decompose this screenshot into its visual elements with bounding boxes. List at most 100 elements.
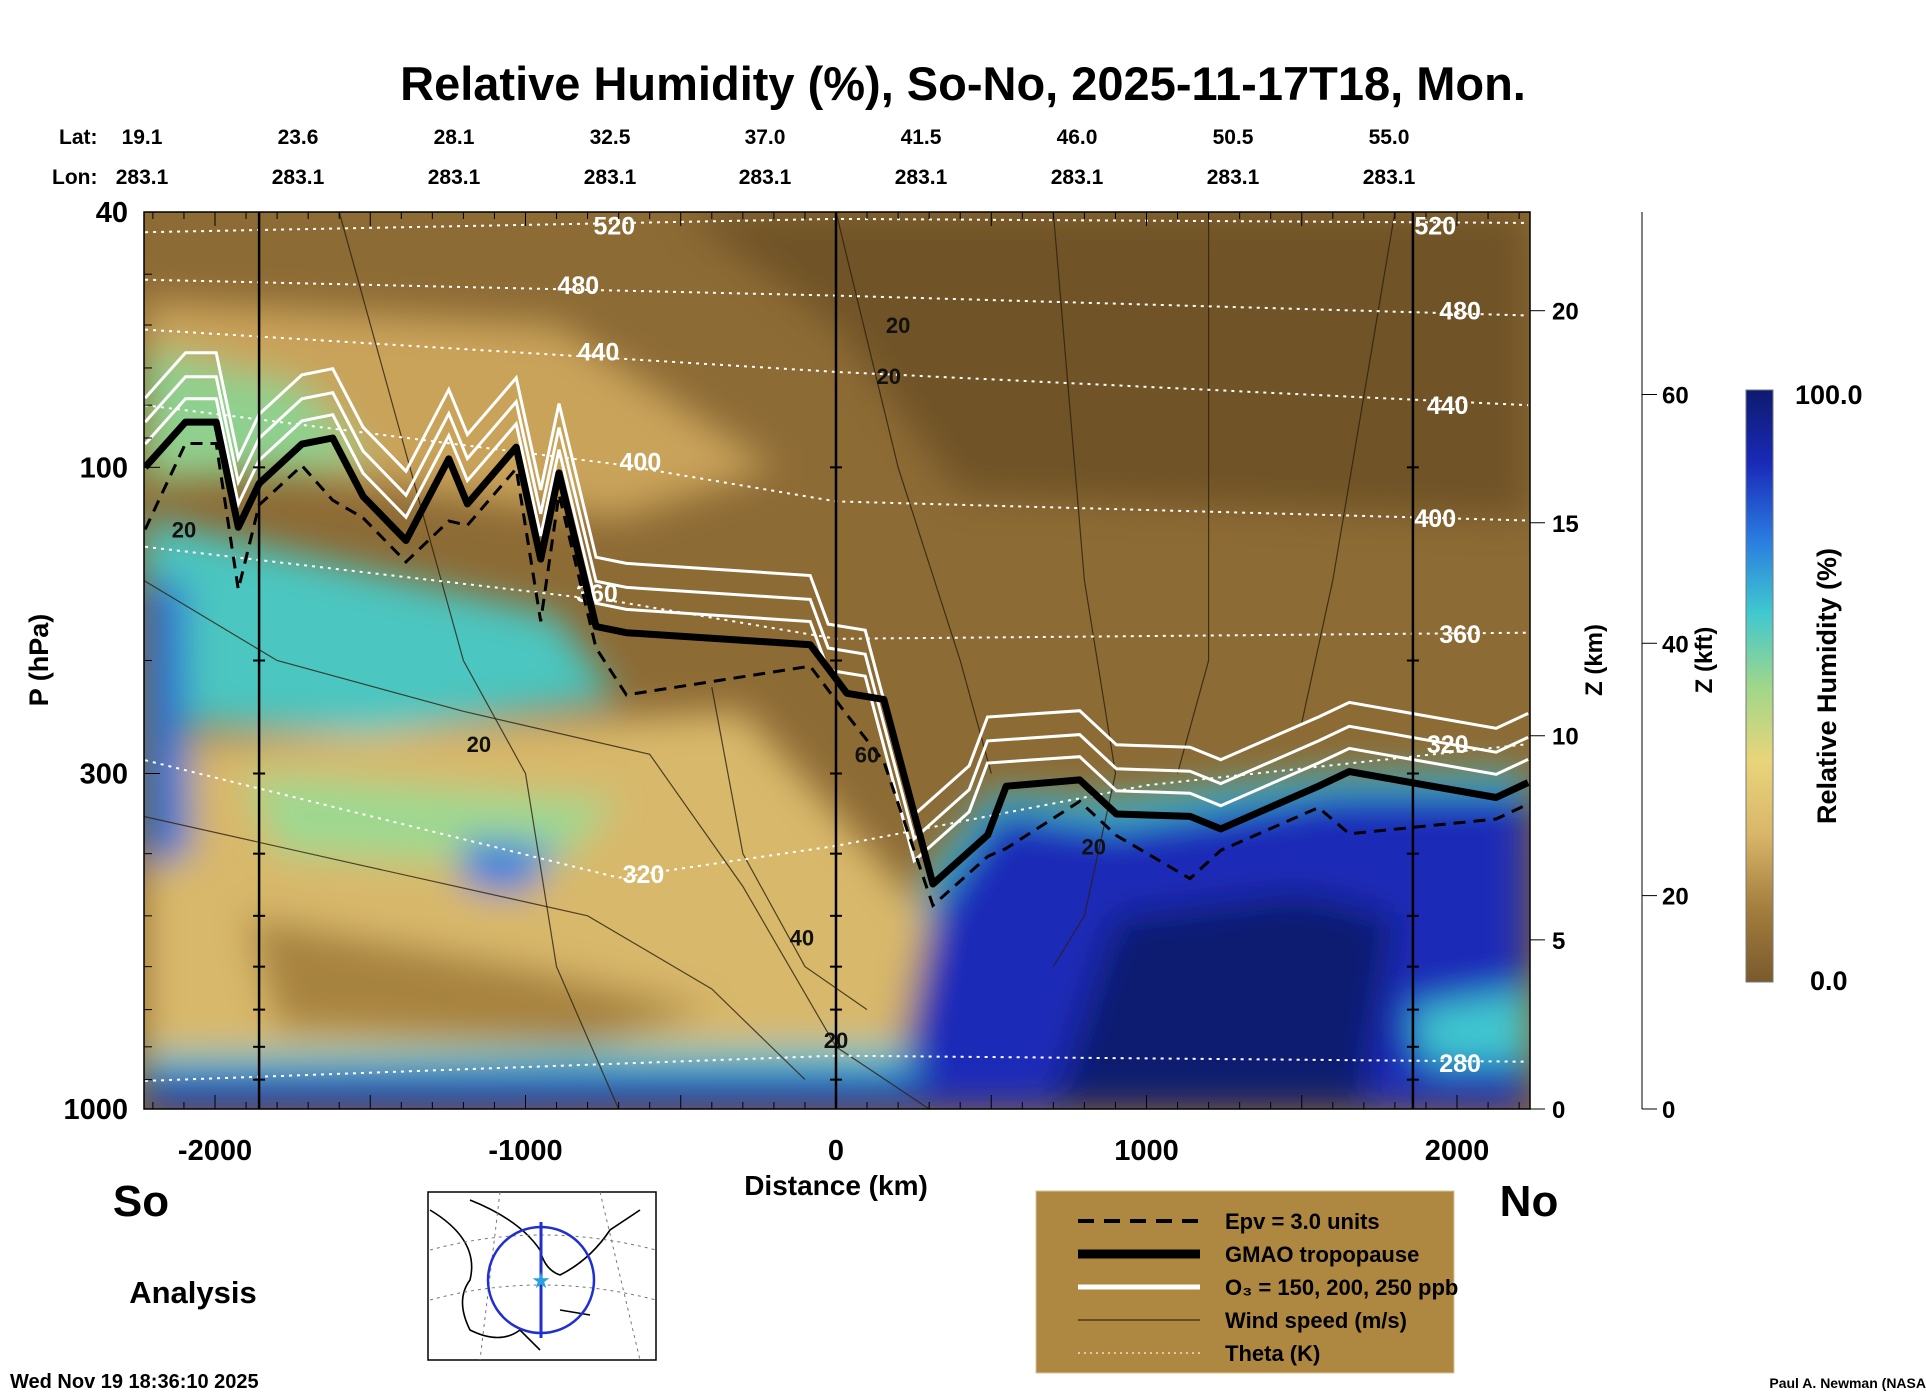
z-km-axis-label: Z (km) <box>1581 624 1608 696</box>
x-tick-label: 2000 <box>1425 1135 1490 1167</box>
theta-label: 480 <box>557 272 599 300</box>
wind-speed-contour <box>1301 212 1396 723</box>
lon-value: 283.1 <box>272 166 325 189</box>
lat-value: 55.0 <box>1369 126 1410 149</box>
chart-title: Relative Humidity (%), So-No, 2025-11-17… <box>400 57 1526 110</box>
z-km-tick-label: 10 <box>1552 724 1579 751</box>
legend-label: Epv = 3.0 units <box>1225 1209 1380 1234</box>
wind-speed-label: 40 <box>790 925 814 950</box>
theta-contour <box>145 328 1529 407</box>
wind-speed-label: 60 <box>855 742 879 767</box>
humidity-region <box>144 580 191 868</box>
wind-speed-label: 20 <box>886 313 910 338</box>
lon-value: 283.1 <box>584 166 637 189</box>
humidity-region <box>144 347 371 481</box>
theta-label: 400 <box>1414 505 1456 533</box>
south-label: So <box>113 1177 169 1226</box>
lon-value: 283.1 <box>1207 166 1260 189</box>
wind-speed-label: 20 <box>824 1028 848 1053</box>
north-label: No <box>1500 1177 1559 1226</box>
z-km-tick-label: 5 <box>1552 928 1565 955</box>
legend-label: Theta (K) <box>1225 1341 1320 1366</box>
theta-label: 440 <box>578 339 620 367</box>
humidity-region <box>246 773 619 868</box>
theta-label: 440 <box>1427 392 1469 420</box>
y-tick-label: 1000 <box>63 1094 128 1126</box>
plot-area: 520 5204804804404404004003603603203202802… <box>144 212 1530 1109</box>
x-tick-label: 1000 <box>1114 1135 1179 1167</box>
humidity-region <box>1410 989 1529 1064</box>
lat-value: 32.5 <box>590 126 631 149</box>
legend: Epv = 3.0 units GMAO tropopause O₃ = 150, … <box>1035 1190 1458 1374</box>
lat-value: 50.5 <box>1213 126 1254 149</box>
z-kft-tick-label: 0 <box>1662 1097 1675 1124</box>
lon-value: 283.1 <box>739 166 792 189</box>
wind-speed-label: 20 <box>877 364 901 389</box>
y-tick-label: 40 <box>96 197 128 229</box>
colorbar: 100.0 0.0 Relative Humidity (%) <box>1745 380 1863 996</box>
y-tick-label: 300 <box>80 758 128 790</box>
wind-speed-contour <box>1176 212 1210 774</box>
analysis-label: Analysis <box>129 1275 257 1310</box>
lon-value: 283.1 <box>895 166 948 189</box>
humidity-region <box>144 518 619 734</box>
x-axis-label: Distance (km) <box>744 1170 928 1201</box>
ozone-contour <box>144 351 1529 818</box>
y-axis-label: P (hPa) <box>24 614 54 707</box>
ozone-contour <box>144 375 1529 842</box>
ozone-contour <box>144 397 1529 864</box>
theta-label: 360 <box>1439 621 1481 649</box>
theta-label: 320 <box>623 861 665 889</box>
lat-lon-row: 19.1 23.6 28.1 32.5 37.0 41.5 46.0 50.5 55.0 283.… <box>116 126 1416 189</box>
epv-contour <box>144 442 1529 909</box>
x-tick-label: -1000 <box>488 1135 562 1167</box>
humidity-region <box>144 1073 961 1109</box>
colorbar-max-label: 100.0 <box>1795 380 1863 410</box>
colorbar-min-label: 0.0 <box>1810 966 1848 996</box>
wind-speed-label: 20 <box>1081 835 1105 860</box>
theta-label: 520 <box>593 213 635 241</box>
lon-value: 283.1 <box>1051 166 1104 189</box>
lat-label: Lat: <box>59 126 98 149</box>
legend-label: GMAO tropopause <box>1225 1242 1419 1267</box>
humidity-region <box>1053 892 1395 1109</box>
z-km-tick-label: 0 <box>1552 1097 1565 1124</box>
theta-label: 480 <box>1439 298 1481 326</box>
lat-value: 37.0 <box>745 126 786 149</box>
theta-contour <box>145 217 1529 234</box>
wind-speed-label: 20 <box>467 732 491 757</box>
wind-speed-label: 20 <box>172 518 196 543</box>
colorbar-gradient <box>1745 389 1774 983</box>
z-kft-axis-label: Z (kft) <box>1691 627 1718 694</box>
colorbar-label: Relative Humidity (%) <box>1812 548 1842 824</box>
wind-speed-contour <box>835 212 992 774</box>
z-km-tick-label: 20 <box>1552 299 1579 326</box>
map-center-star-icon: ★ <box>531 1268 551 1293</box>
z-kft-tick-label: 40 <box>1662 631 1689 658</box>
humidity-region <box>680 212 1529 519</box>
lat-value: 23.6 <box>278 126 319 149</box>
theta-contour <box>145 1054 1529 1082</box>
theta-label: 280 <box>1439 1050 1481 1078</box>
theta-contour <box>145 278 1529 317</box>
z-km-tick-label: 15 <box>1552 511 1579 538</box>
lon-value: 283.1 <box>116 166 169 189</box>
wind-speed-contour <box>144 815 806 1081</box>
x-tick-label: -2000 <box>178 1135 252 1167</box>
theta-label: 520 <box>1414 213 1456 241</box>
humidity-region <box>246 915 712 1047</box>
timestamp: Wed Nov 19 18:36:10 2025 <box>10 1371 259 1393</box>
humidity-region <box>463 839 557 893</box>
lat-value: 41.5 <box>901 126 942 149</box>
theta-label: 400 <box>620 449 662 477</box>
theta-contour <box>144 545 1529 640</box>
lat-value: 19.1 <box>122 126 163 149</box>
lon-label: Lon: <box>52 166 97 189</box>
z-kft-tick-label: 20 <box>1662 884 1689 911</box>
lon-value: 283.1 <box>428 166 481 189</box>
lat-value: 28.1 <box>434 126 475 149</box>
legend-label: Wind speed (m/s) <box>1225 1308 1407 1333</box>
y-tick-label: 100 <box>80 452 128 484</box>
wind-speed-contour <box>1052 212 1117 967</box>
